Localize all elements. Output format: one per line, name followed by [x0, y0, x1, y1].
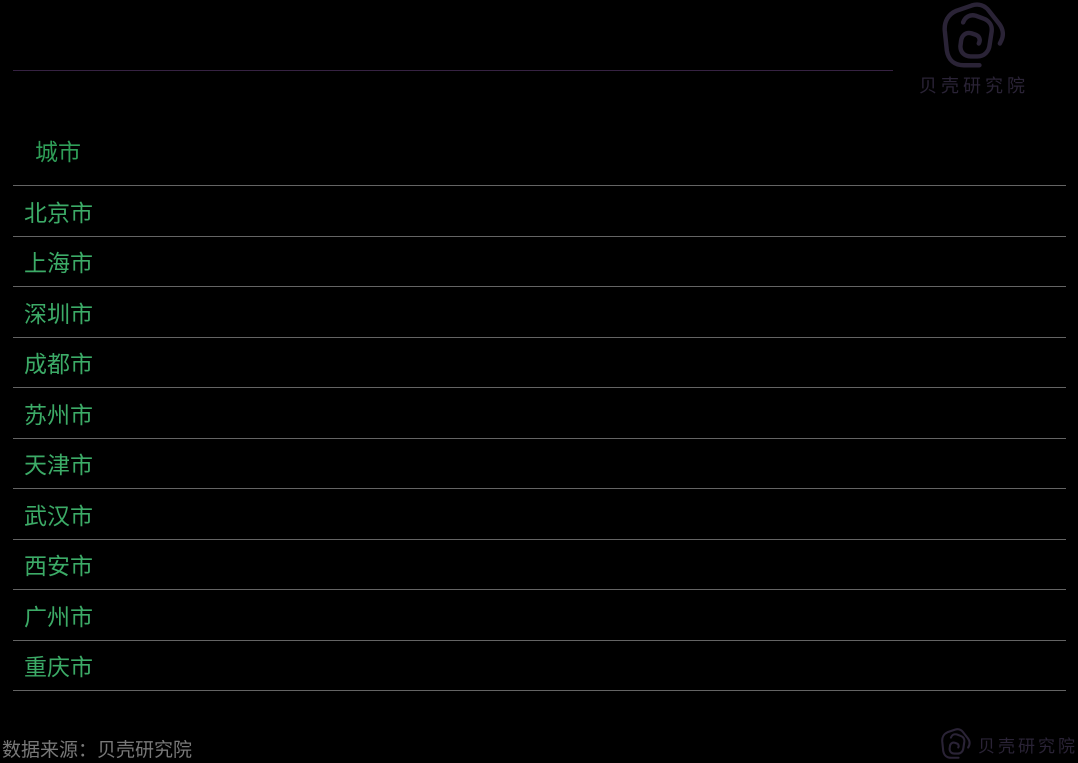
- table-row: 天津市: [13, 437, 1066, 489]
- table-row: 重庆市: [13, 639, 1066, 691]
- table-row: 北京市: [13, 185, 1066, 236]
- city-table: 北京市 上海市 深圳市 成都市 苏州市 天津市 武汉市 西安市 广州市 重庆市: [13, 185, 1066, 691]
- beike-shell-icon: [937, 2, 1011, 70]
- table-row: 西安市: [13, 538, 1066, 590]
- table-row: 深圳市: [13, 286, 1066, 337]
- beike-shell-icon: [940, 728, 972, 760]
- table-row: 成都市: [13, 336, 1066, 388]
- brand-logo-bottom: 贝壳研究院: [940, 728, 1078, 760]
- column-header-city: 城市: [35, 140, 81, 166]
- data-source-note: 数据来源：贝壳研究院: [2, 739, 193, 761]
- table-row: 广州市: [13, 589, 1066, 640]
- table-row: 上海市: [13, 235, 1066, 287]
- title-divider-rule: [13, 70, 893, 71]
- table-row: 苏州市: [13, 387, 1066, 438]
- brand-name: 贝壳研究院: [919, 76, 1029, 97]
- brand-name: 贝壳研究院: [978, 736, 1078, 757]
- table-row: 武汉市: [13, 488, 1066, 539]
- brand-logo-top: 贝壳研究院: [918, 2, 1030, 98]
